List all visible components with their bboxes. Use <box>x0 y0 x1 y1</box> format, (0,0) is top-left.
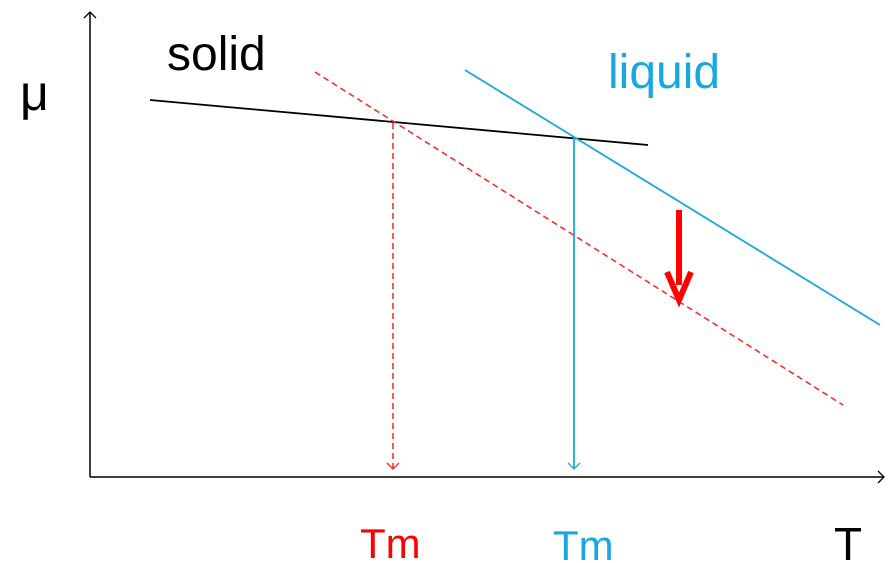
tm-cyan-label: Tm <box>553 522 614 563</box>
y-axis-label: μ <box>20 65 49 121</box>
liquid-label: liquid <box>608 46 720 99</box>
liquid-line <box>464 69 881 326</box>
shifted-liquid-line <box>314 71 844 406</box>
shift-arrow-head <box>664 270 694 308</box>
solid-label: solid <box>167 28 266 81</box>
tm-red-label: Tm <box>360 520 421 563</box>
x-axis-label: T <box>834 518 862 563</box>
solid-line <box>149 99 649 146</box>
